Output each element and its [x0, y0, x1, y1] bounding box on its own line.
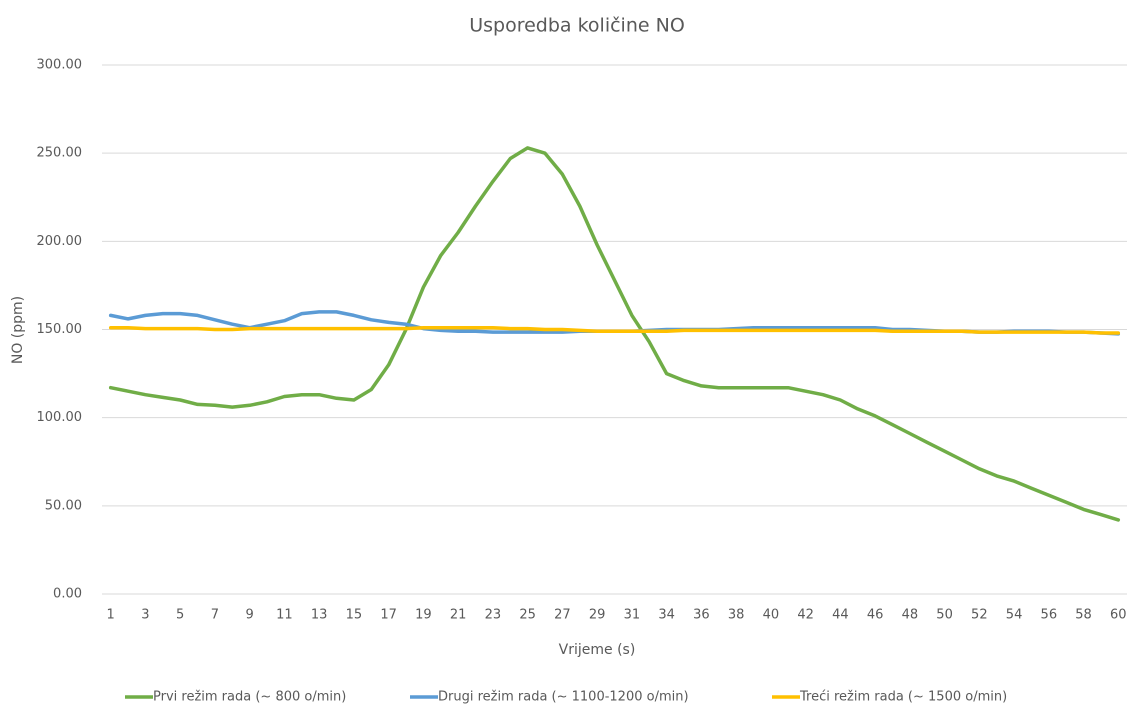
x-tick-label: 36 [693, 608, 710, 623]
x-tick-label: 11 [276, 608, 293, 623]
y-tick-label: 300.00 [37, 58, 83, 73]
x-tick-label: 7 [211, 608, 219, 623]
x-tick-label: 9 [246, 608, 254, 623]
legend-label: Treći režim rada (~ 1500 o/min) [799, 690, 1007, 705]
x-tick-label: 29 [589, 608, 606, 623]
x-tick-label: 52 [971, 608, 988, 623]
x-tick-label: 19 [415, 608, 432, 623]
x-tick-label: 25 [519, 608, 536, 623]
x-tick-label: 56 [1041, 608, 1058, 623]
x-tick-label: 17 [380, 608, 397, 623]
x-tick-label: 34 [658, 608, 675, 623]
x-tick-label: 42 [797, 608, 814, 623]
series-line [108, 325, 1121, 335]
x-tick-label: 50 [936, 608, 953, 623]
x-tick-label: 44 [832, 608, 849, 623]
x-tick-label: 48 [902, 608, 919, 623]
series-line [108, 146, 1121, 522]
x-tick-label: 60 [1110, 608, 1127, 623]
x-tick-label: 3 [141, 608, 149, 623]
legend-label: Drugi režim rada (~ 1100-1200 o/min) [438, 690, 689, 705]
x-tick-label: 15 [346, 608, 363, 623]
y-tick-label: 50.00 [45, 498, 82, 513]
chart-title: Usporedba količine NO [469, 15, 685, 37]
y-tick-label: 250.00 [37, 146, 83, 161]
x-tick-label: 40 [763, 608, 780, 623]
x-tick-label: 1 [107, 608, 115, 623]
x-tick-label: 54 [1006, 608, 1023, 623]
y-tick-label: 0.00 [53, 587, 82, 602]
y-tick-label: 200.00 [37, 234, 83, 249]
x-tick-label: 21 [450, 608, 467, 623]
x-tick-label: 31 [624, 608, 641, 623]
y-tick-label: 150.00 [37, 322, 83, 337]
x-tick-label: 13 [311, 608, 328, 623]
x-tick-label: 58 [1075, 608, 1092, 623]
x-tick-label: 23 [485, 608, 502, 623]
x-tick-label: 27 [554, 608, 571, 623]
x-tick-label: 46 [867, 608, 884, 623]
x-tick-label: 5 [176, 608, 184, 623]
y-tick-label: 100.00 [37, 410, 83, 425]
x-axis-title: Vrijeme (s) [559, 642, 636, 658]
legend-label: Prvi režim rada (~ 800 o/min) [153, 690, 346, 705]
x-tick-label: 38 [728, 608, 745, 623]
y-axis-title: NO (ppm) [10, 296, 26, 364]
